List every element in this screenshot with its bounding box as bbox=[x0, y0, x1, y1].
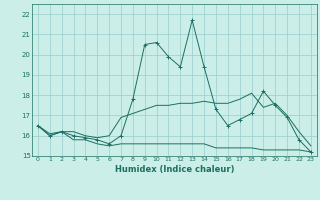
X-axis label: Humidex (Indice chaleur): Humidex (Indice chaleur) bbox=[115, 165, 234, 174]
